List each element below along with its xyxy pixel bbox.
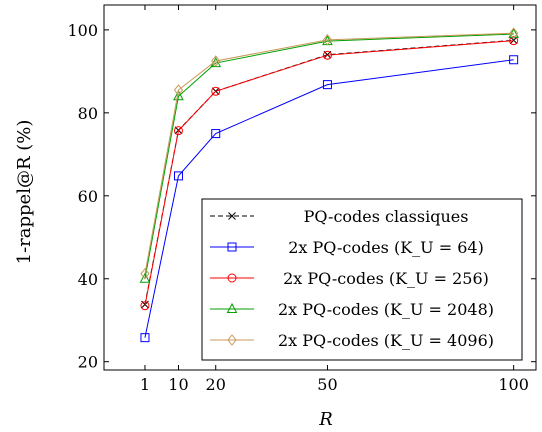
data-point [139, 272, 151, 283]
data-point [322, 34, 333, 46]
data-point [509, 55, 519, 65]
axis-ticks: 1 10 20 50 100 20 40 60 80 100 [67, 5, 536, 394]
data-point [211, 86, 221, 96]
legend-entry-label: 2x PQ-codes (K_U = 64) [288, 238, 484, 257]
legend-swatch-marker [228, 212, 236, 220]
data-point [322, 50, 332, 60]
legend-swatch-marker [227, 334, 237, 346]
legend-swatch-marker [227, 242, 237, 252]
data-point [211, 129, 221, 139]
data-point [140, 333, 150, 343]
data-point [173, 126, 183, 136]
x-tick-label: 1 [140, 375, 150, 394]
legend-entry-label: 2x PQ-codes (K_U = 4096) [278, 331, 494, 350]
y-tick-label: 100 [67, 21, 98, 40]
data-point [140, 301, 150, 311]
x-axis-label: R [318, 409, 333, 430]
legend-box [201, 198, 523, 361]
series-2 [140, 36, 519, 311]
legend-entry-label: PQ-codes classiques [304, 207, 469, 226]
x-tick-label: 10 [168, 375, 188, 394]
legend: PQ-codes classiques 2x PQ-codes (K_U = 64… [201, 198, 523, 361]
data-point [322, 80, 332, 90]
legend-entry-label: 2x PQ-codes (K_U = 256) [283, 269, 489, 288]
series-line [144, 33, 514, 279]
x-tick-label: 100 [498, 375, 529, 394]
series-line [144, 32, 514, 274]
y-tick-label: 80 [78, 104, 98, 123]
y-tick-label: 40 [78, 270, 98, 289]
legend-swatch-marker [227, 273, 237, 283]
y-tick-label: 20 [78, 353, 98, 372]
legend-swatch-marker [226, 302, 238, 313]
series-line [144, 40, 514, 306]
plot-frame [103, 4, 537, 371]
data-point [509, 27, 519, 40]
data-point [173, 171, 183, 181]
x-tick-label: 20 [206, 375, 226, 394]
data-point [509, 36, 519, 46]
data-point [211, 55, 221, 67]
y-tick-label: 60 [78, 187, 98, 206]
series-1 [140, 55, 519, 343]
data-point [140, 267, 150, 280]
series-line [144, 59, 514, 338]
data-point [173, 90, 184, 101]
y-axis-label: 1-rappel@R (%) [14, 120, 35, 265]
legend-entry-label: 2x PQ-codes (K_U = 2048) [278, 300, 494, 319]
data-point [173, 84, 184, 96]
x-tick-label: 50 [317, 375, 337, 394]
series-layer [139, 27, 519, 343]
series-4 [140, 27, 519, 280]
